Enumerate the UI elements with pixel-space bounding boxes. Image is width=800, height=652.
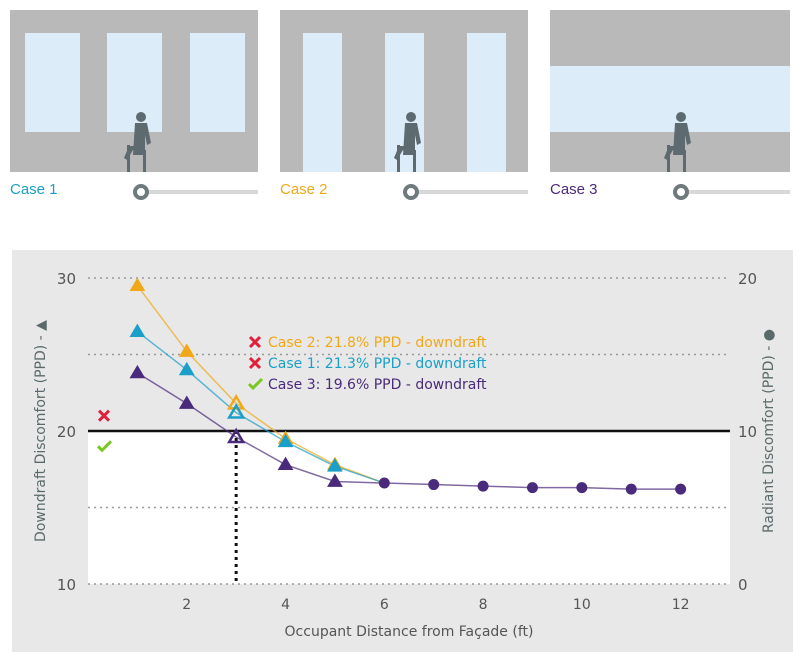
seated-person-icon <box>124 112 151 172</box>
y-tick-label: 30 <box>57 270 76 288</box>
window <box>467 33 506 172</box>
annotation-label: Case 3: 19.6% PPD - downdraft <box>268 377 487 393</box>
series-line-case-3 <box>136 372 681 490</box>
seated-person-icon <box>394 112 421 172</box>
case-3-slider-handle[interactable] <box>673 184 689 200</box>
x-tick-label: 12 <box>672 597 690 613</box>
left-marker-fail-x-icon <box>97 409 111 422</box>
case-2-slider[interactable] <box>413 190 528 194</box>
data-point-circle <box>675 483 687 495</box>
y2-tick-label: 10 <box>738 423 757 441</box>
annotation-fail-x-icon <box>248 335 262 349</box>
series-line-case-2 <box>136 285 385 484</box>
data-point-triangle <box>178 395 195 409</box>
y2-tick-label: 20 <box>738 270 757 288</box>
annotation-pass-check-icon <box>247 377 264 391</box>
data-point-triangle <box>226 403 246 419</box>
window <box>25 33 80 132</box>
data-point-triangle <box>226 393 246 410</box>
x-tick-label: 10 <box>573 597 591 613</box>
case-2-illustration <box>280 10 528 172</box>
data-point-circle <box>477 480 489 492</box>
y-tick-label: 10 <box>57 576 76 594</box>
x-tick-label: 2 <box>182 597 191 613</box>
data-point-triangle <box>129 323 146 337</box>
data-point-triangle <box>277 433 294 448</box>
y2-axis-label: Radiant Discomfort (PPD) - ● <box>761 329 777 533</box>
left-marker-pass-check-icon <box>96 440 113 453</box>
case-3-slider[interactable] <box>683 190 790 194</box>
window <box>190 33 245 132</box>
annotation-label: Case 1: 21.3% PPD - downdraft <box>268 356 487 372</box>
case-3-illustration <box>550 10 790 172</box>
y2-tick-label: 0 <box>738 576 748 594</box>
case-1-label: Case 1 <box>10 181 58 198</box>
x-axis-label: Occupant Distance from Façade (ft) <box>285 624 534 640</box>
data-point-circle <box>526 482 538 494</box>
data-point-circle <box>625 483 637 495</box>
data-point-triangle <box>327 458 343 472</box>
data-point-triangle <box>129 364 146 379</box>
data-point-circle <box>576 482 588 494</box>
case-2-slider-handle[interactable] <box>403 184 419 200</box>
case-2-label: Case 2 <box>280 181 328 198</box>
case-1-illustration <box>10 10 258 172</box>
x-tick-label: 4 <box>281 597 290 613</box>
annotation-fail-x-icon <box>248 356 262 370</box>
data-point-triangle <box>226 427 246 444</box>
y-tick-label: 20 <box>57 423 76 441</box>
case-1-slider-handle[interactable] <box>133 184 149 200</box>
series-line-case-1 <box>136 330 385 484</box>
case-1-slider[interactable] <box>143 190 258 194</box>
annotation-label: Case 2: 21.8% PPD - downdraft <box>268 335 487 351</box>
data-point-triangle <box>129 277 146 292</box>
seated-person-icon <box>664 112 691 172</box>
data-point-circle <box>428 479 440 491</box>
data-point-triangle <box>178 343 195 357</box>
data-point-triangle <box>277 456 294 471</box>
case-3-label: Case 3 <box>550 181 598 198</box>
x-tick-label: 6 <box>380 597 389 613</box>
data-point-triangle <box>178 361 195 376</box>
window <box>550 66 790 132</box>
data-point-circle <box>378 477 390 489</box>
x-tick-label: 8 <box>479 597 488 613</box>
window <box>107 33 162 132</box>
data-point-triangle <box>327 473 343 487</box>
window <box>303 33 342 172</box>
y-axis-label: Downdraft Discomfort (PPD) - ▲ <box>33 320 49 542</box>
